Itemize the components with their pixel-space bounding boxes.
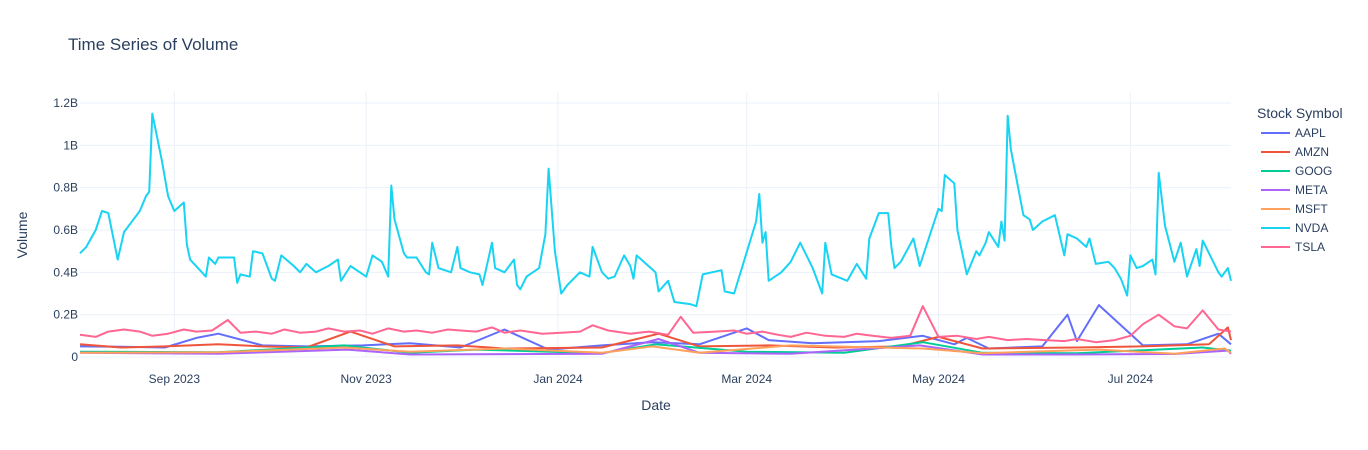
legend-title: Stock Symbol — [1257, 105, 1343, 121]
legend-item-meta[interactable]: META — [1261, 183, 1327, 197]
legend-label: MSFT — [1295, 202, 1328, 216]
y-tick-label: 0.6B — [53, 223, 78, 237]
y-axis-ticks: 0 0.2B 0.4B 0.6B 0.8B 1B 1.2B — [53, 96, 78, 364]
x-tick-label: Nov 2023 — [340, 372, 392, 386]
series-line-nvda — [79, 112, 1232, 308]
y-axis-title: Volume — [14, 211, 30, 258]
x-tick-label: Jul 2024 — [1108, 372, 1154, 386]
y-tick-label: 0.2B — [53, 308, 78, 322]
series-line-goog — [79, 341, 1232, 355]
legend[interactable]: Stock Symbol AAPL AMZN GOOG META MSFT NVDA TSL… — [1257, 105, 1343, 254]
x-gridlines — [173, 92, 1131, 357]
series-line-meta — [79, 338, 1232, 356]
legend-label: AAPL — [1295, 126, 1326, 140]
legend-label: AMZN — [1295, 145, 1329, 159]
chart-title: Time Series of Volume — [68, 35, 238, 54]
series-line-tsla — [79, 305, 1232, 344]
series-line-aapl — [79, 304, 1232, 351]
y-tick-label: 0.4B — [53, 265, 78, 279]
y-tick-label: 1.2B — [53, 96, 78, 110]
x-tick-label: Sep 2023 — [149, 372, 201, 386]
series-line-msft — [79, 344, 1232, 355]
y-tick-label: 0.8B — [53, 181, 78, 195]
legend-item-aapl[interactable]: AAPL — [1261, 126, 1326, 140]
legend-item-msft[interactable]: MSFT — [1261, 202, 1328, 216]
x-axis-title: Date — [641, 397, 671, 413]
y-tick-label: 1B — [63, 138, 78, 152]
legend-item-goog[interactable]: GOOG — [1261, 164, 1332, 178]
x-tick-label: Jan 2024 — [533, 372, 583, 386]
y-tick-label: 0 — [71, 350, 78, 364]
legend-label: NVDA — [1295, 221, 1328, 235]
series-lines — [79, 112, 1232, 356]
legend-item-tsla[interactable]: TSLA — [1261, 240, 1325, 254]
legend-item-nvda[interactable]: NVDA — [1261, 221, 1328, 235]
legend-label: META — [1295, 183, 1327, 197]
x-axis-ticks: Sep 2023 Nov 2023 Jan 2024 Mar 2024 May 2024… — [149, 372, 1154, 386]
legend-label: GOOG — [1295, 164, 1332, 178]
series-line-amzn — [79, 326, 1232, 350]
legend-item-amzn[interactable]: AMZN — [1261, 145, 1329, 159]
x-tick-label: May 2024 — [912, 372, 965, 386]
x-tick-label: Mar 2024 — [721, 372, 772, 386]
legend-label: TSLA — [1295, 240, 1325, 254]
